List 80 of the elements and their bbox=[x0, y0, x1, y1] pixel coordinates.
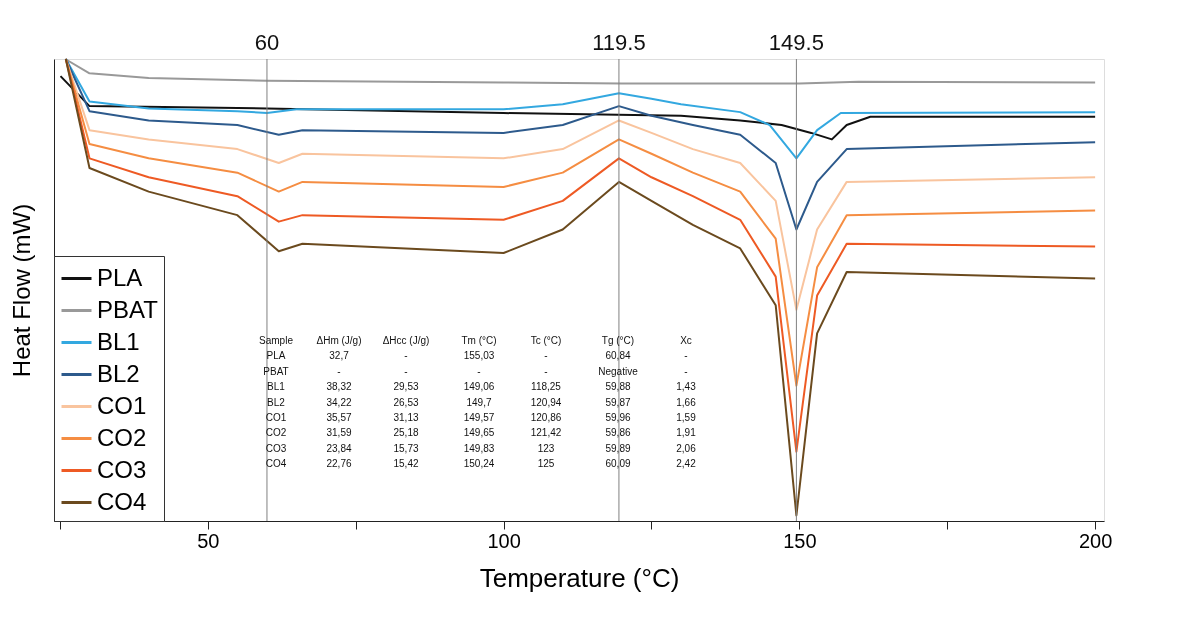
annotation: 29,53 bbox=[393, 381, 419, 393]
annotation: 149,7 bbox=[466, 396, 492, 408]
annotation: CO3 bbox=[265, 442, 287, 454]
annotation: - bbox=[404, 350, 408, 362]
annotation: 59,88 bbox=[605, 381, 631, 393]
annotation: 1,43 bbox=[676, 381, 697, 393]
annotation: 1,91 bbox=[676, 427, 697, 439]
annotation: 149,83 bbox=[463, 442, 495, 454]
annotation: - bbox=[337, 365, 341, 377]
x-tick-label: 150 bbox=[783, 529, 817, 552]
x-tick-label: 200 bbox=[1078, 529, 1113, 552]
annotation: 123 bbox=[537, 442, 555, 454]
annotation: 35,57 bbox=[326, 412, 352, 423]
annotation: 15,73 bbox=[393, 442, 419, 454]
annotation: 149,65 bbox=[463, 427, 495, 439]
annotation: - bbox=[477, 365, 481, 377]
annotation: 2,42 bbox=[676, 458, 697, 470]
annotation: - bbox=[544, 365, 548, 377]
annotation: 15,42 bbox=[393, 458, 419, 470]
annotation: 2,06 bbox=[676, 442, 697, 454]
annotation: Negative bbox=[598, 365, 639, 377]
annotation: 59,96 bbox=[605, 412, 631, 423]
annotation: Tm (°C) bbox=[461, 335, 497, 346]
legend-label: CO1 bbox=[97, 391, 147, 419]
legend-label: BL2 bbox=[97, 359, 140, 387]
ref-line-label: 149.5 bbox=[768, 30, 824, 55]
annotation: 1,66 bbox=[676, 396, 697, 408]
annotation: CO2 bbox=[265, 427, 287, 439]
annotation: CO4 bbox=[265, 458, 287, 470]
annotation: 59,86 bbox=[605, 427, 631, 439]
annotation: 149,57 bbox=[463, 412, 495, 423]
annotation: 23,84 bbox=[326, 442, 352, 454]
annotation: Xc bbox=[680, 335, 692, 346]
annotation: BL2 bbox=[267, 396, 286, 408]
annotation: 121,42 bbox=[530, 427, 562, 439]
annotation: ΔHcc (J/g) bbox=[382, 335, 430, 346]
ref-line-label: 60 bbox=[254, 30, 280, 55]
annotation: - bbox=[404, 365, 408, 377]
annotation: 34,22 bbox=[326, 396, 352, 408]
annotation: ΔHm (J/g) bbox=[316, 335, 362, 346]
annotation: Tg (°C) bbox=[601, 335, 635, 346]
legend-label: PLA bbox=[97, 263, 143, 291]
x-tick-label: 100 bbox=[487, 529, 521, 552]
annotation: CO1 bbox=[265, 412, 287, 423]
ref-line-label: 119.5 bbox=[592, 30, 646, 55]
annotation: 59,87 bbox=[605, 396, 631, 408]
annotation: 150,24 bbox=[463, 458, 495, 470]
annotation: - bbox=[684, 350, 688, 362]
annotation: 60,84 bbox=[605, 350, 631, 362]
annotation: 59,89 bbox=[605, 442, 631, 454]
y-axis-title: Heat Flow (mW) bbox=[7, 203, 35, 378]
annotation: Tc (°C) bbox=[530, 335, 562, 346]
annotation: 155,03 bbox=[463, 350, 495, 362]
annotation: 26,53 bbox=[393, 396, 419, 408]
annotation: PLA bbox=[266, 350, 286, 362]
annotation: 120,86 bbox=[530, 412, 562, 423]
annotation: 1,59 bbox=[676, 412, 697, 423]
annotation: 31,13 bbox=[393, 412, 419, 423]
annotation: BL1 bbox=[267, 381, 286, 393]
legend-label: CO2 bbox=[97, 423, 147, 451]
annotation: 38,32 bbox=[326, 381, 352, 393]
x-axis-title: Temperature (°C) bbox=[479, 562, 680, 593]
annotation: 149,06 bbox=[463, 381, 495, 393]
legend-label: PBAT bbox=[97, 295, 159, 323]
annotation: 25,18 bbox=[393, 427, 419, 439]
annotation: - bbox=[544, 350, 548, 362]
annotation: Sample bbox=[259, 335, 294, 346]
annotation: 125 bbox=[537, 458, 555, 470]
legend-label: BL1 bbox=[97, 327, 140, 355]
legend-label: CO4 bbox=[97, 487, 147, 515]
x-tick-label: 50 bbox=[197, 529, 220, 552]
annotation: PBAT bbox=[263, 365, 289, 377]
annotation: 32,7 bbox=[329, 350, 350, 362]
annotation: 120,94 bbox=[530, 396, 562, 408]
annotation: 22,76 bbox=[326, 458, 352, 470]
annotation: - bbox=[684, 365, 688, 377]
legend-label: CO3 bbox=[97, 455, 147, 483]
annotation: 60,09 bbox=[605, 458, 631, 470]
annotation: 118,25 bbox=[531, 381, 562, 393]
annotation: 31,59 bbox=[326, 427, 352, 439]
